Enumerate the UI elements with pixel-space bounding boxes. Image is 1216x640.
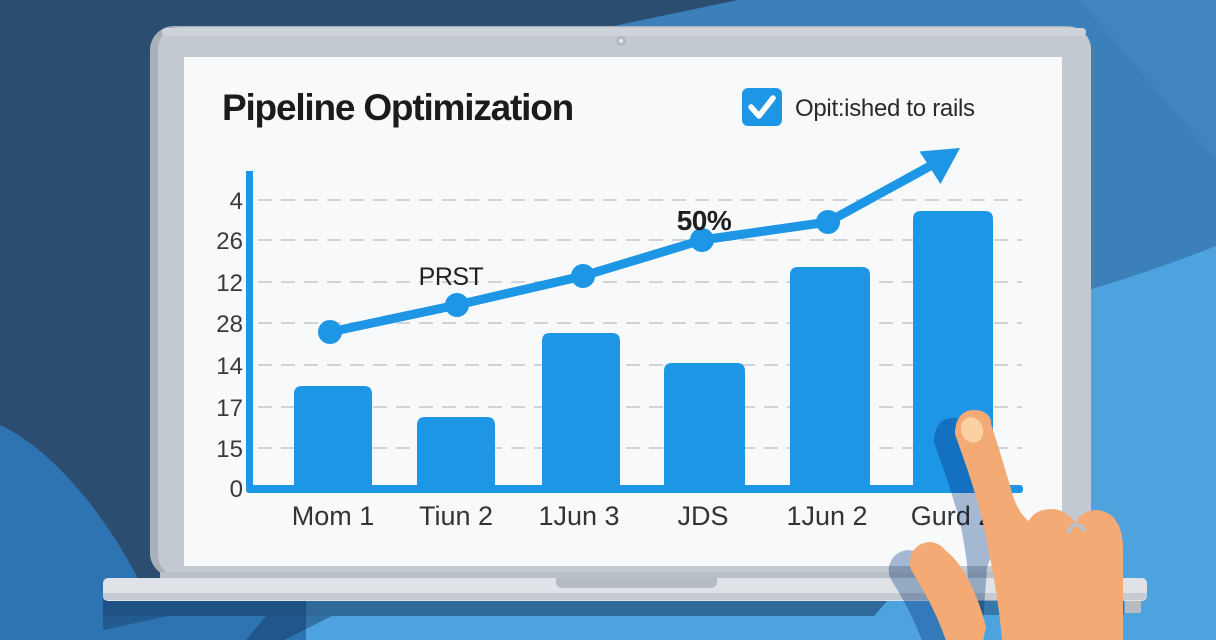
svg-text:Tiun 2: Tiun 2 xyxy=(419,501,493,531)
svg-text:PRST: PRST xyxy=(419,263,484,291)
svg-text:14: 14 xyxy=(216,353,243,380)
svg-text:15: 15 xyxy=(216,436,243,463)
svg-text:4: 4 xyxy=(230,188,243,215)
svg-text:17: 17 xyxy=(216,395,243,422)
svg-text:1Jun 3: 1Jun 3 xyxy=(538,501,619,531)
svg-text:Opit:ished to rails: Opit:ished to rails xyxy=(795,95,975,122)
svg-text:JDS: JDS xyxy=(677,501,728,531)
svg-text:1Jun 2: 1Jun 2 xyxy=(786,501,867,531)
svg-text:12: 12 xyxy=(216,270,243,297)
svg-text:28: 28 xyxy=(216,311,243,338)
svg-text:Pipeline Optimization: Pipeline Optimization xyxy=(222,87,573,128)
svg-text:26: 26 xyxy=(216,228,243,255)
svg-text:50%: 50% xyxy=(677,205,732,236)
svg-text:0: 0 xyxy=(230,476,243,503)
svg-text:Mom 1: Mom 1 xyxy=(292,501,375,531)
